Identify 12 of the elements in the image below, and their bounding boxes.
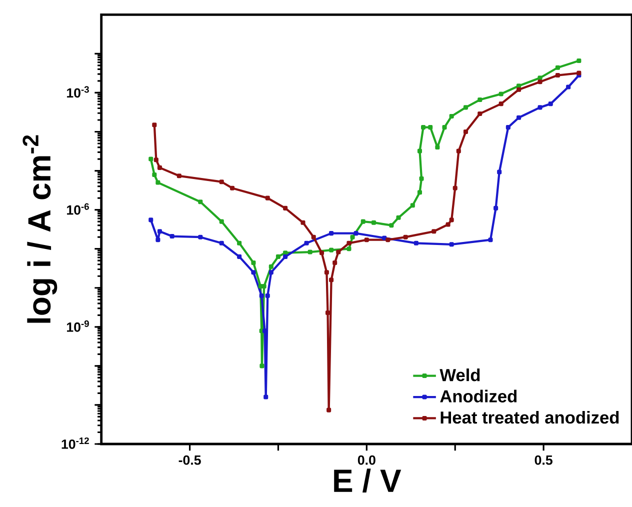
- x-axis-title: E / V: [334, 468, 402, 493]
- legend-label: Heat treated anodized: [440, 411, 619, 424]
- legend-label: Weld: [440, 368, 480, 382]
- y-tick-label: 10$^{-6}$: [67, 203, 89, 215]
- legend-label: Anodized: [440, 390, 517, 403]
- x-tick-label: -0.5: [178, 456, 201, 465]
- x-tick-label: 0.5: [534, 456, 552, 465]
- y-tick-label: 10$^{-3}$: [67, 86, 89, 98]
- y-tick-label: 10$^{-9}$: [67, 320, 89, 332]
- y-tick-label: 10$^{-12}$: [62, 438, 89, 450]
- y-axis-title: log i / A cm$^{-2}$: [22, 135, 58, 323]
- x-tick-label: 0.0: [358, 456, 376, 465]
